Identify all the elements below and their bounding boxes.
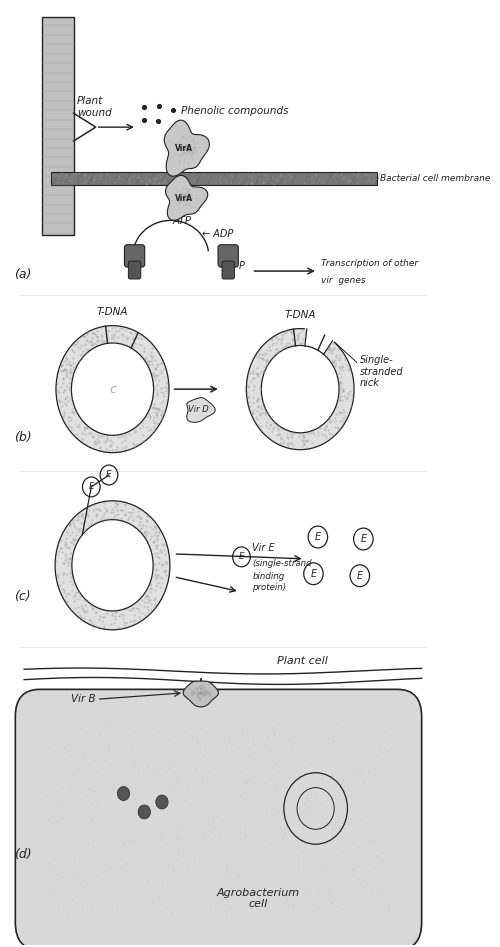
Text: (a): (a) <box>14 267 32 280</box>
Wedge shape <box>246 329 354 450</box>
Wedge shape <box>55 501 170 630</box>
Text: Phenolic compounds: Phenolic compounds <box>181 106 288 116</box>
Bar <box>42 17 74 235</box>
Text: (d): (d) <box>14 849 32 861</box>
Wedge shape <box>56 326 169 453</box>
Bar <box>50 172 378 185</box>
FancyBboxPatch shape <box>222 261 234 279</box>
Text: Vir E: Vir E <box>252 543 275 553</box>
Text: c: c <box>109 383 116 396</box>
Text: binding: binding <box>252 572 284 581</box>
Text: E: E <box>238 552 244 562</box>
Text: T-DNA: T-DNA <box>284 310 316 320</box>
Text: Single-
stranded
nick: Single- stranded nick <box>360 355 404 388</box>
Text: protein): protein) <box>252 582 286 592</box>
Text: cell: cell <box>248 900 268 909</box>
Polygon shape <box>186 398 216 422</box>
Text: Transcription of other: Transcription of other <box>321 259 418 268</box>
Text: E: E <box>360 534 366 544</box>
Circle shape <box>118 787 130 800</box>
FancyBboxPatch shape <box>16 689 422 947</box>
Text: Vir D: Vir D <box>188 405 209 415</box>
Text: Plant cell: Plant cell <box>277 656 328 666</box>
Text: Vir B: Vir B <box>71 694 96 705</box>
Polygon shape <box>305 329 332 354</box>
Text: Plant
wound: Plant wound <box>77 97 112 118</box>
Text: ← ADP: ← ADP <box>202 229 233 240</box>
FancyBboxPatch shape <box>218 244 238 267</box>
Text: T-DNA: T-DNA <box>96 307 128 316</box>
Text: P: P <box>239 261 244 271</box>
Text: (single-strand: (single-strand <box>252 559 312 568</box>
Text: E: E <box>106 471 112 479</box>
Text: vir  genes: vir genes <box>321 276 366 285</box>
Text: E: E <box>88 482 94 491</box>
Text: (c): (c) <box>14 590 31 603</box>
Text: E: E <box>357 571 363 581</box>
Text: VirA: VirA <box>175 193 193 203</box>
Circle shape <box>156 795 168 809</box>
Circle shape <box>138 805 150 819</box>
Text: ATP: ATP <box>173 217 192 226</box>
FancyBboxPatch shape <box>124 244 144 267</box>
Text: VirA: VirA <box>175 144 193 153</box>
Text: (b): (b) <box>14 431 32 444</box>
Polygon shape <box>166 175 207 221</box>
FancyBboxPatch shape <box>128 261 141 279</box>
Polygon shape <box>164 120 210 176</box>
Text: Bacterial cell membrane: Bacterial cell membrane <box>380 173 490 183</box>
Polygon shape <box>183 681 218 706</box>
Text: Agrobacterium: Agrobacterium <box>216 887 300 898</box>
Text: E: E <box>315 532 321 542</box>
Text: E: E <box>310 569 316 579</box>
